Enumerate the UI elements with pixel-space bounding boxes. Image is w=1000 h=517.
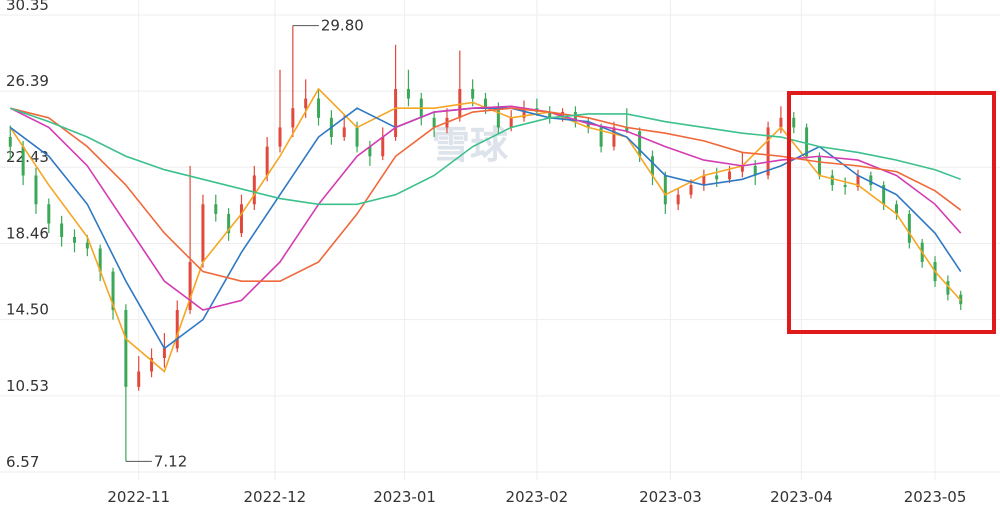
candle-body	[753, 165, 757, 176]
candle-body	[291, 108, 295, 128]
candle-body	[779, 117, 783, 128]
candle-body	[239, 204, 243, 234]
candle-body	[317, 98, 321, 118]
candle-body	[638, 131, 642, 157]
candle-body	[484, 98, 488, 109]
candle-body	[625, 127, 629, 132]
candle-body	[124, 309, 128, 387]
candle-body	[278, 127, 282, 147]
candle-body	[394, 88, 398, 138]
moving-average	[10, 107, 962, 282]
candle-body	[612, 127, 616, 147]
candle-body	[830, 175, 834, 186]
highlight-box	[787, 91, 996, 334]
x-tick-label: 2022-12	[244, 488, 307, 506]
candle-body	[342, 127, 346, 138]
candle-body	[805, 127, 809, 157]
candle-body	[573, 112, 577, 122]
y-tick-label: 14.50	[6, 301, 49, 319]
y-tick-label: 10.53	[6, 377, 49, 395]
candle-body	[946, 281, 950, 295]
candle-body	[85, 242, 89, 249]
candle-body	[882, 185, 886, 205]
y-tick-label: 6.57	[6, 453, 39, 471]
candle-body	[728, 171, 732, 180]
candle-body	[522, 108, 526, 118]
y-tick-label: 30.35	[6, 0, 49, 14]
candle-body	[72, 236, 76, 243]
y-tick-label: 22.43	[6, 148, 49, 166]
candle-body	[60, 223, 64, 237]
annotation-label: 7.12	[154, 452, 187, 470]
candle-body	[586, 121, 590, 128]
candle-body	[496, 108, 500, 128]
candle-body	[792, 117, 796, 128]
candle-body	[509, 117, 513, 128]
x-tick-label: 2023-03	[639, 488, 702, 506]
candle-body	[715, 175, 719, 180]
x-tick-label: 2023-02	[506, 488, 569, 506]
watermark: 雪球	[432, 123, 509, 167]
candle-body	[214, 204, 218, 214]
candle-body	[432, 117, 436, 128]
grid: 6.57 10.53 14.50 18.46 22.43 26.39 30.35 2022-1…	[0, 0, 1000, 506]
candle-body	[650, 156, 654, 176]
candle-body	[663, 175, 667, 205]
candle-body	[856, 175, 860, 187]
x-tick-label: 2023-04	[770, 488, 833, 506]
candle-body	[817, 156, 821, 176]
x-tick-label: 2023-01	[373, 488, 436, 506]
y-tick-label: 26.39	[6, 72, 49, 90]
candle-body	[599, 127, 603, 147]
candle-body	[8, 137, 12, 147]
candle-body	[137, 371, 141, 387]
moving-average	[9, 107, 962, 350]
candle-body	[21, 146, 25, 176]
candle-body	[304, 98, 308, 109]
candle-body	[252, 175, 256, 205]
candle-body	[381, 137, 385, 157]
candle-body	[368, 146, 372, 157]
candle-body	[471, 88, 475, 99]
candle-body	[111, 271, 115, 310]
candle-body	[907, 213, 911, 243]
candle-body	[548, 112, 552, 118]
candle-body	[265, 146, 269, 176]
moving-average	[9, 105, 962, 311]
candle-body	[702, 175, 706, 186]
candle-body	[227, 213, 231, 234]
candle-body	[162, 348, 166, 359]
x-tick-label: 2023-05	[904, 488, 967, 506]
candle-body	[34, 175, 38, 205]
candle-body	[458, 88, 462, 118]
candle-body	[175, 309, 179, 349]
candle-body	[895, 204, 899, 214]
candle-body	[201, 204, 205, 262]
candle-body	[676, 194, 680, 205]
y-tick-label: 18.46	[6, 225, 49, 243]
candle-body	[47, 204, 51, 224]
plot: 29.80 7.12	[8, 17, 963, 470]
candle-body	[740, 165, 744, 172]
candle-body	[188, 261, 192, 310]
candle-body	[561, 112, 565, 118]
candle-body	[843, 185, 847, 187]
moving-average	[10, 107, 962, 206]
candle-body	[406, 88, 410, 99]
candle-body	[150, 358, 154, 372]
annotation-label: 29.80	[321, 17, 364, 35]
candle-body	[98, 248, 102, 272]
candle-body	[689, 185, 693, 195]
candle-body	[869, 175, 873, 186]
candle-body	[766, 127, 770, 176]
candle-body	[355, 127, 359, 147]
x-tick-label: 2022-11	[107, 488, 170, 506]
